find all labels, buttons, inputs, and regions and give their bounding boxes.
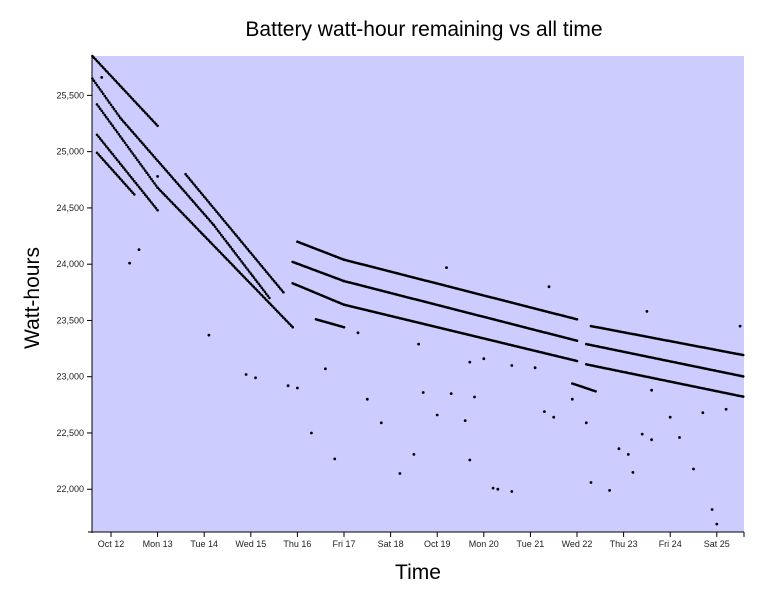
- x-tick-label: Thu 23: [610, 539, 638, 549]
- x-tick-label: Fri 17: [332, 539, 355, 549]
- y-tick-label: 22,500: [56, 428, 84, 438]
- data-points: [91, 54, 745, 526]
- y-tick-label: 24,500: [56, 203, 84, 213]
- x-tick-label: Mon 13: [143, 539, 173, 549]
- y-tick-label: 23,000: [56, 372, 84, 382]
- x-tick-label: Thu 16: [283, 539, 311, 549]
- x-tick-label: Tue 21: [517, 539, 545, 549]
- x-ticks: Oct 12 Mon 13 Tue 14 Wed 15 Thu 16 Fri 17 Sat …: [98, 532, 730, 549]
- x-tick-label: Wed 22: [562, 539, 593, 549]
- y-tick-label: 24,000: [56, 259, 84, 269]
- x-axis-label: Time: [395, 561, 441, 584]
- y-tick-label: 25,000: [56, 147, 84, 157]
- axes: [88, 56, 745, 537]
- x-tick-label: Wed 15: [235, 539, 266, 549]
- x-tick-label: Fri 24: [659, 539, 682, 549]
- plot-area: [92, 56, 744, 532]
- x-tick-label: Sat 18: [378, 539, 404, 549]
- y-tick-label: 22,000: [56, 484, 84, 494]
- x-tick-label: Sat 25: [704, 539, 730, 549]
- x-tick-label: Oct 19: [424, 539, 451, 549]
- y-tick-label: 23,500: [56, 315, 84, 325]
- x-tick-label: Mon 20: [469, 539, 499, 549]
- y-ticks: 22,000 22,500 23,000 23,500 24,000 24,500 25,0…: [56, 90, 92, 494]
- x-tick-label: Tue 14: [190, 539, 218, 549]
- chart-title: Battery watt-hour remaining vs all time: [245, 18, 603, 41]
- x-tick-label: Oct 12: [98, 539, 125, 549]
- y-tick-label: 25,500: [56, 90, 84, 100]
